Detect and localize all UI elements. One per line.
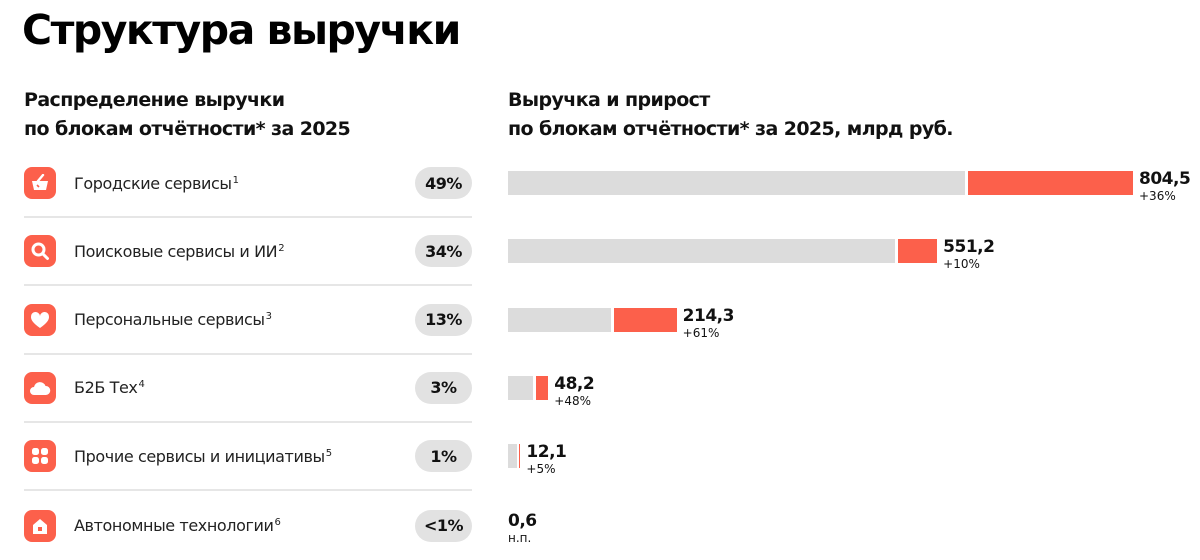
segment-label: Городские сервисы1 (74, 174, 415, 193)
share-badge: 34% (415, 235, 472, 268)
chart-heading-line: по блокам отчётности* за 2025, млрд руб. (508, 118, 953, 140)
segment-name: Поисковые сервисы и ИИ (74, 241, 278, 261)
chart-heading: Выручка и прирост по блокам отчётности* … (508, 86, 953, 144)
house-icon (24, 509, 56, 542)
chart-heading-line: Выручка и прирост (508, 89, 710, 111)
segment-row: Городские сервисы1 49% (24, 150, 472, 218)
value-label: 804,5 (1139, 169, 1191, 189)
footnote-mark: 3 (265, 311, 272, 323)
segment-row: Прочие сервисы и инициативы5 1% (24, 423, 472, 492)
basket-icon (24, 167, 56, 199)
page-title: Структура выручки (22, 6, 461, 54)
segment-name: Прочие сервисы и инициативы (74, 446, 325, 466)
prior-year-bar (508, 444, 517, 469)
segment-row: Б2Б Тех4 3% (24, 355, 472, 423)
growth-label: н.п. (508, 530, 532, 545)
share-badge: 1% (415, 440, 472, 473)
segment-name: Городские сервисы (74, 173, 232, 193)
segment-label: Прочие сервисы и инициативы5 (74, 447, 415, 466)
segment-label: Б2Б Тех4 (74, 378, 415, 397)
grid-icon (24, 440, 56, 473)
heart-icon (24, 303, 56, 336)
value-label: 214,3 (682, 305, 735, 326)
growth-label: +36% (1139, 189, 1176, 203)
value-label: 48,2 (554, 373, 595, 394)
value-label: 551,2 (943, 237, 995, 258)
distribution-heading: Распределение выручки по блокам отчётнос… (24, 86, 351, 144)
search-icon (24, 235, 56, 268)
segment-name: Б2Б Тех (74, 378, 138, 398)
share-badge: 13% (415, 303, 472, 336)
footnote-mark: 1 (232, 174, 239, 186)
prior-year-bar (508, 307, 611, 332)
growth-bar (968, 171, 1133, 195)
prior-year-bar (508, 375, 534, 400)
share-badge: <1% (415, 509, 472, 542)
growth-bar (518, 444, 521, 469)
distribution-heading-line: Распределение выручки (24, 89, 285, 111)
footnote-mark: 5 (325, 447, 332, 459)
prior-year-bar (508, 239, 896, 264)
value-label: 0,6 (508, 510, 537, 531)
growth-label: +10% (943, 257, 980, 272)
growth-bar (898, 239, 938, 264)
footnote-mark: 2 (278, 242, 285, 254)
segment-name: Персональные сервисы (74, 310, 265, 330)
growth-label: +5% (526, 462, 556, 477)
footnote-mark: 4 (138, 379, 145, 391)
value-label: 12,1 (526, 442, 567, 463)
segment-row: Автономные технологии6 <1% (24, 492, 472, 560)
prior-year-bar (508, 171, 966, 195)
share-badge: 49% (415, 167, 472, 199)
cloud-icon (24, 371, 56, 404)
growth-bar (613, 307, 677, 332)
growth-bar (536, 375, 549, 400)
distribution-heading-line: по блокам отчётности* за 2025 (24, 118, 351, 140)
segment-label: Поисковые сервисы и ИИ2 (74, 242, 415, 261)
segment-row: Поисковые сервисы и ИИ2 34% (24, 218, 472, 287)
segment-label: Автономные технологии6 (74, 516, 415, 535)
growth-label: +61% (682, 325, 720, 340)
segment-name: Автономные технологии (74, 516, 274, 535)
share-badge: 3% (415, 371, 472, 404)
growth-label: +48% (554, 393, 591, 408)
footnote-mark: 6 (274, 517, 281, 528)
segment-label: Персональные сервисы3 (74, 310, 415, 329)
segment-row: Персональные сервисы3 13% (24, 287, 472, 355)
